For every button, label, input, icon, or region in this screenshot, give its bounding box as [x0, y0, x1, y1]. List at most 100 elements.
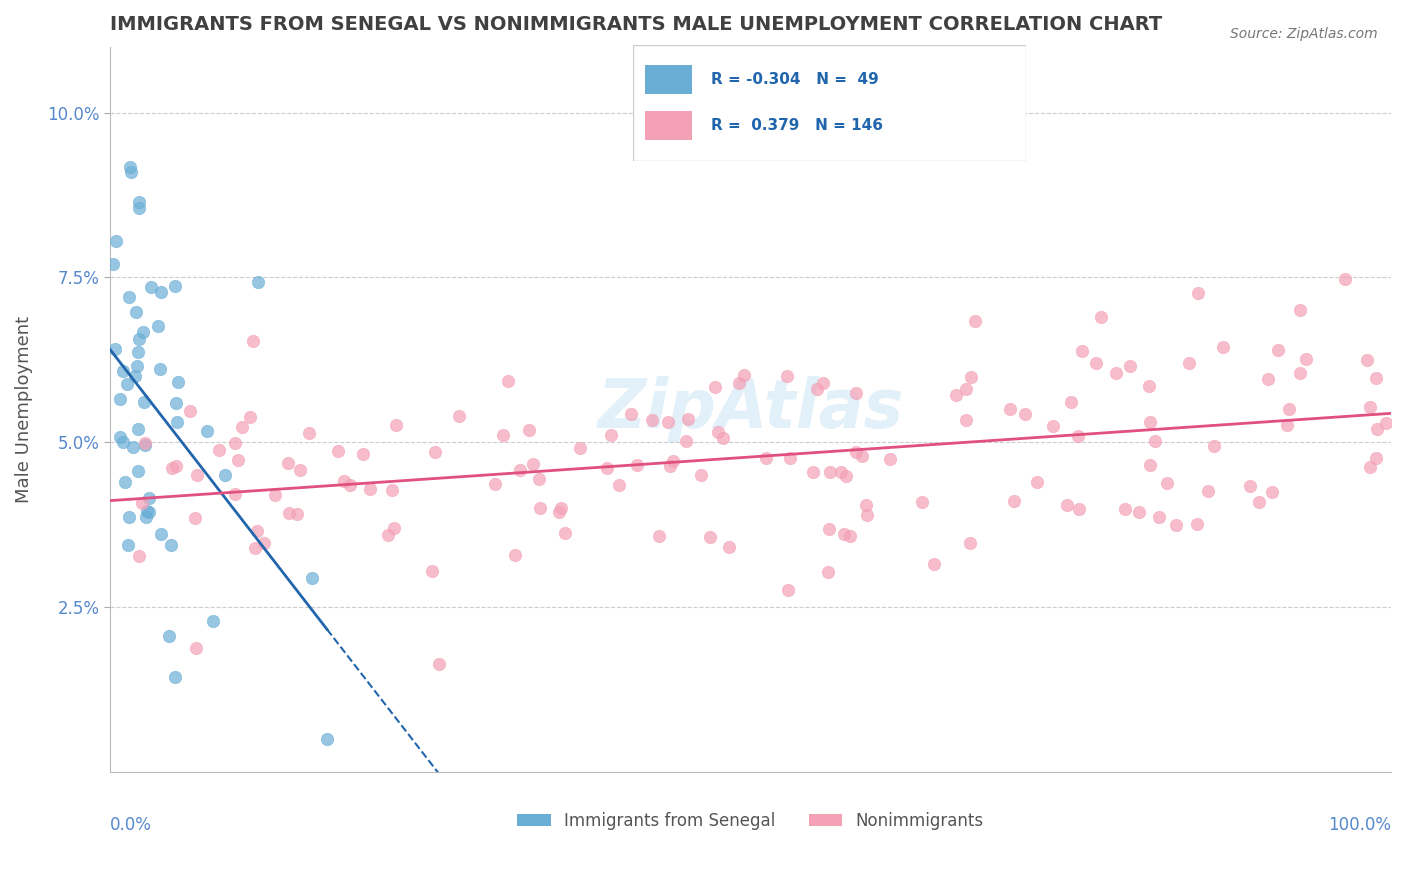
Nonimmigrants: [855, 498, 877, 512]
Text: IMMIGRANTS FROM SENEGAL VS NONIMMIGRANTS MALE UNEMPLOYMENT CORRELATION CHART: IMMIGRANTS FROM SENEGAL VS NONIMMIGRANTS…: [110, 15, 1161, 34]
Immigrants from Senegal: [149, 285, 172, 300]
Immigrants from Senegal: [214, 468, 236, 483]
Nonimmigrants: [678, 411, 700, 425]
Nonimmigrants: [1365, 370, 1388, 384]
Text: 100.0%: 100.0%: [1329, 815, 1391, 833]
Immigrants from Senegal: [101, 257, 124, 271]
Immigrants from Senegal: [127, 344, 149, 359]
Immigrants from Senegal: [115, 376, 138, 391]
Nonimmigrants: [1014, 407, 1036, 421]
Nonimmigrants: [550, 501, 572, 516]
Nonimmigrants: [607, 478, 630, 492]
Nonimmigrants: [427, 657, 450, 671]
Nonimmigrants: [1059, 395, 1081, 409]
Immigrants from Senegal: [165, 279, 187, 293]
Nonimmigrants: [1204, 439, 1226, 453]
Nonimmigrants: [285, 507, 308, 521]
FancyBboxPatch shape: [633, 45, 1026, 161]
Immigrants from Senegal: [138, 491, 160, 505]
Immigrants from Senegal: [301, 571, 323, 585]
Nonimmigrants: [359, 482, 381, 496]
Nonimmigrants: [1267, 343, 1289, 357]
Nonimmigrants: [619, 408, 641, 422]
Nonimmigrants: [1143, 434, 1166, 448]
Text: R = -0.304   N =  49: R = -0.304 N = 49: [711, 72, 879, 87]
Nonimmigrants: [377, 527, 399, 541]
Nonimmigrants: [959, 369, 981, 384]
Nonimmigrants: [1139, 458, 1161, 472]
Nonimmigrants: [339, 478, 361, 492]
Nonimmigrants: [801, 465, 824, 479]
Nonimmigrants: [706, 425, 728, 439]
Nonimmigrants: [817, 566, 839, 580]
Nonimmigrants: [806, 382, 828, 396]
Nonimmigrants: [690, 467, 713, 482]
Immigrants from Senegal: [114, 475, 136, 489]
Immigrants from Senegal: [128, 195, 150, 210]
Nonimmigrants: [353, 447, 375, 461]
Nonimmigrants: [1137, 379, 1160, 393]
Nonimmigrants: [845, 386, 868, 401]
Nonimmigrants: [1090, 310, 1112, 325]
Nonimmigrants: [648, 529, 671, 543]
Immigrants from Senegal: [108, 392, 131, 406]
Nonimmigrants: [1025, 475, 1047, 489]
Nonimmigrants: [699, 529, 721, 543]
Nonimmigrants: [1156, 475, 1178, 490]
Nonimmigrants: [818, 465, 841, 479]
Nonimmigrants: [641, 413, 664, 427]
Nonimmigrants: [224, 435, 246, 450]
Immigrants from Senegal: [118, 509, 141, 524]
Nonimmigrants: [1212, 340, 1234, 354]
Nonimmigrants: [1261, 485, 1284, 500]
Immigrants from Senegal: [127, 359, 149, 373]
Nonimmigrants: [959, 536, 981, 550]
Nonimmigrants: [811, 376, 834, 391]
Immigrants from Senegal: [117, 538, 139, 552]
Nonimmigrants: [226, 452, 249, 467]
Nonimmigrants: [1067, 428, 1090, 442]
Nonimmigrants: [509, 463, 531, 477]
Nonimmigrants: [818, 522, 841, 536]
Nonimmigrants: [264, 488, 287, 502]
Nonimmigrants: [423, 444, 446, 458]
Immigrants from Senegal: [132, 325, 155, 339]
Nonimmigrants: [1375, 416, 1398, 430]
Nonimmigrants: [778, 583, 800, 598]
Nonimmigrants: [1042, 419, 1064, 434]
Nonimmigrants: [527, 472, 550, 486]
Immigrants from Senegal: [167, 376, 190, 390]
Nonimmigrants: [1147, 509, 1170, 524]
Nonimmigrants: [728, 376, 751, 390]
Nonimmigrants: [529, 500, 551, 515]
Nonimmigrants: [830, 465, 852, 479]
Text: R =  0.379   N = 146: R = 0.379 N = 146: [711, 119, 883, 133]
Immigrants from Senegal: [246, 275, 269, 289]
Nonimmigrants: [554, 526, 576, 541]
Text: 0.0%: 0.0%: [110, 815, 152, 833]
Immigrants from Senegal: [128, 332, 150, 346]
Immigrants from Senegal: [120, 165, 142, 179]
Nonimmigrants: [1069, 502, 1091, 516]
Nonimmigrants: [911, 495, 934, 509]
Immigrants from Senegal: [121, 440, 143, 454]
Immigrants from Senegal: [132, 395, 155, 409]
Immigrants from Senegal: [149, 362, 172, 376]
Nonimmigrants: [224, 486, 246, 500]
Nonimmigrants: [1119, 359, 1142, 373]
Nonimmigrants: [1257, 372, 1279, 386]
Nonimmigrants: [385, 418, 408, 433]
Immigrants from Senegal: [201, 614, 224, 628]
Nonimmigrants: [186, 640, 208, 655]
Immigrants from Senegal: [108, 430, 131, 444]
Nonimmigrants: [242, 334, 264, 348]
Nonimmigrants: [484, 476, 506, 491]
Nonimmigrants: [779, 450, 801, 465]
Nonimmigrants: [1197, 483, 1219, 498]
Nonimmigrants: [333, 475, 356, 489]
Nonimmigrants: [832, 527, 855, 541]
Nonimmigrants: [288, 463, 311, 477]
Nonimmigrants: [447, 409, 470, 423]
Nonimmigrants: [1249, 495, 1271, 509]
Immigrants from Senegal: [163, 670, 186, 684]
